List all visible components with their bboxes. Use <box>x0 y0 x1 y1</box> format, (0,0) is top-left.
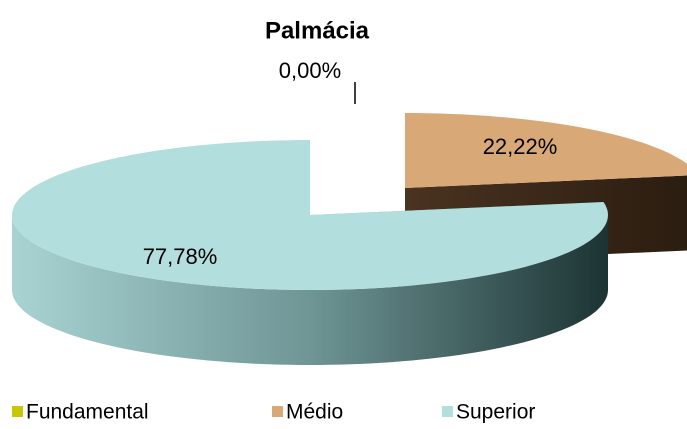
data-label: 22,22% <box>483 134 558 159</box>
legend-label: Superior <box>456 401 535 424</box>
legend-swatch <box>12 406 23 417</box>
legend-swatch <box>272 406 283 417</box>
legend-label: Fundamental <box>26 401 149 424</box>
data-label: 0,00% <box>279 58 341 83</box>
slice-top <box>405 113 687 188</box>
slice-top <box>12 140 608 290</box>
legend-swatch <box>442 406 453 417</box>
chart-title: Palmácia <box>265 17 370 44</box>
legend-label: Médio <box>286 401 343 424</box>
data-label: 77,78% <box>143 244 218 269</box>
